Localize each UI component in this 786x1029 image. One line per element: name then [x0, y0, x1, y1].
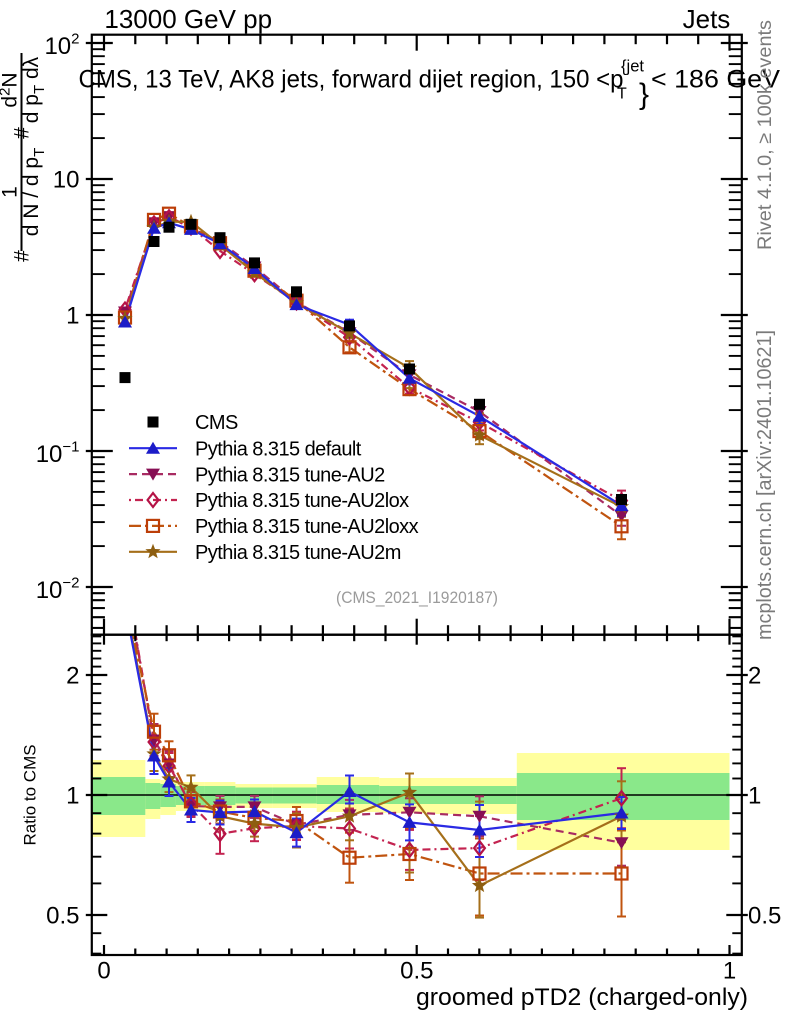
svg-text:CMS: CMS: [195, 412, 238, 434]
svg-text:mcplots.cern.ch [arXiv:2401.10: mcplots.cern.ch [arXiv:2401.10621]: [754, 330, 776, 640]
svg-text:0: 0: [97, 958, 110, 985]
svg-text:Rivet 4.1.0, ≥ 100k events: Rivet 4.1.0, ≥ 100k events: [754, 20, 776, 250]
svg-text:0.5: 0.5: [46, 903, 79, 930]
svg-text:Pythia 8.315 tune-AU2m: Pythia 8.315 tune-AU2m: [195, 542, 401, 564]
svg-text:10−1: 10−1: [36, 439, 80, 468]
svg-text:1: 1: [66, 783, 79, 810]
svg-text:}: }: [639, 78, 649, 111]
svg-text:10−2: 10−2: [36, 575, 80, 604]
svg-text:2: 2: [66, 663, 79, 690]
svg-text:(CMS_2021_I1920187): (CMS_2021_I1920187): [336, 589, 498, 607]
svg-text:#: #: [11, 250, 34, 262]
svg-text:1: 1: [66, 303, 79, 330]
svg-text:0.5: 0.5: [400, 958, 433, 985]
svg-text:Pythia 8.315 tune-AU2loxx: Pythia 8.315 tune-AU2loxx: [195, 516, 419, 538]
svg-text:2: 2: [748, 663, 761, 690]
svg-text:0.5: 0.5: [748, 903, 781, 930]
svg-text:#: #: [11, 127, 34, 139]
svg-text:Pythia 8.315 tune-AU2lox: Pythia 8.315 tune-AU2lox: [195, 490, 409, 512]
svg-text:Ratio to CMS: Ratio to CMS: [21, 744, 40, 845]
svg-text:< 186 GeV: < 186 GeV: [651, 66, 780, 94]
svg-text:d2N: d2N: [0, 72, 22, 107]
svg-text:1: 1: [748, 783, 761, 810]
svg-text:groomed pTD2 (charged-only): groomed pTD2 (charged-only): [416, 984, 748, 1011]
svg-text:{jet: {jet: [621, 57, 644, 76]
svg-text:1: 1: [723, 958, 736, 985]
svg-text:13000 GeV pp: 13000 GeV pp: [104, 4, 272, 34]
svg-text:CMS, 13 TeV, AK8 jets, forward: CMS, 13 TeV, AK8 jets, forward dijet reg…: [79, 66, 624, 94]
svg-text:Pythia 8.315 default: Pythia 8.315 default: [195, 438, 362, 460]
svg-text:Jets: Jets: [683, 4, 731, 34]
svg-text:Pythia 8.315 tune-AU2: Pythia 8.315 tune-AU2: [195, 464, 385, 486]
svg-text:T: T: [617, 86, 627, 103]
svg-text:10: 10: [53, 167, 80, 194]
svg-text:1: 1: [0, 186, 22, 198]
